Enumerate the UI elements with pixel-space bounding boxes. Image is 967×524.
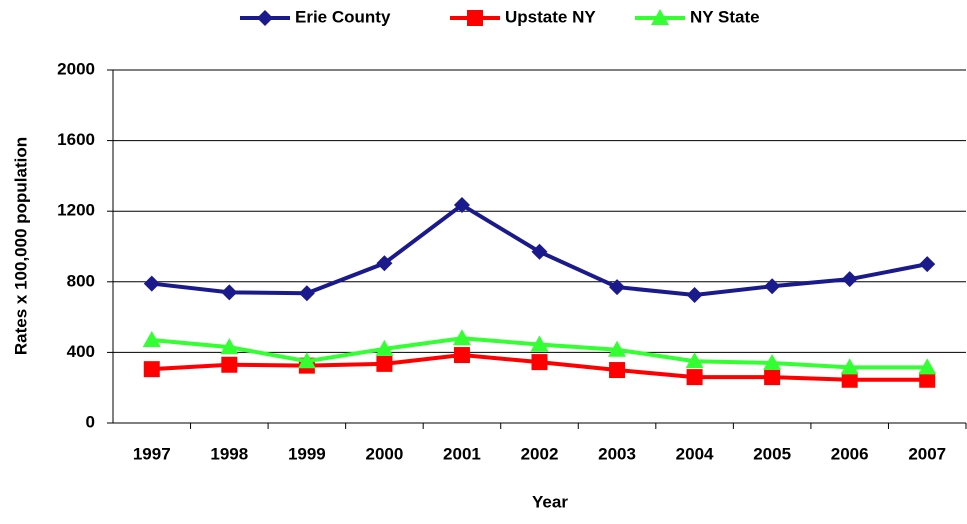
marker <box>531 243 548 260</box>
marker <box>257 10 273 26</box>
marker <box>220 338 239 355</box>
x-tick-label: 2000 <box>365 444 403 463</box>
x-tick-label: 2006 <box>831 444 869 463</box>
marker <box>686 369 703 386</box>
legend-label: NY State <box>690 7 760 26</box>
x-tick-label: 2003 <box>598 444 636 463</box>
marker <box>919 256 936 273</box>
x-tick-label: 1998 <box>210 444 248 463</box>
x-tick-label: 2001 <box>443 444 481 463</box>
marker <box>531 354 548 371</box>
marker <box>453 197 470 214</box>
marker <box>764 278 781 295</box>
marker <box>608 340 627 357</box>
marker <box>376 255 393 272</box>
marker <box>221 356 238 373</box>
y-tick-label: 1200 <box>57 201 95 220</box>
x-tick-label: 1997 <box>133 444 171 463</box>
x-axis-title: Year <box>532 492 568 511</box>
legend-label: Upstate NY <box>505 7 596 26</box>
marker <box>297 352 316 369</box>
marker <box>918 358 937 375</box>
marker <box>375 339 394 356</box>
y-tick-label: 2000 <box>57 59 95 78</box>
y-tick-label: 0 <box>86 412 95 431</box>
marker <box>840 358 859 375</box>
marker <box>376 355 393 372</box>
marker <box>221 284 238 301</box>
x-tick-label: 1999 <box>288 444 326 463</box>
y-axis-title: Rates x 100,000 population <box>11 137 30 355</box>
x-tick-label: 2004 <box>676 444 714 463</box>
marker <box>609 362 626 379</box>
marker <box>841 271 858 288</box>
marker <box>841 371 858 388</box>
marker <box>452 329 471 346</box>
marker <box>764 369 781 386</box>
marker <box>143 361 160 378</box>
y-tick-label: 400 <box>67 342 95 361</box>
marker <box>609 279 626 296</box>
y-tick-label: 800 <box>67 271 95 290</box>
marker <box>453 347 470 364</box>
marker <box>467 10 483 26</box>
marker <box>919 371 936 388</box>
x-tick-label: 2002 <box>521 444 559 463</box>
marker <box>685 352 704 369</box>
legend-label: Erie County <box>295 7 391 26</box>
marker <box>298 285 315 302</box>
marker <box>143 275 160 292</box>
marker <box>651 9 669 25</box>
x-tick-label: 2005 <box>753 444 791 463</box>
y-tick-label: 1600 <box>57 130 95 149</box>
marker <box>686 287 703 304</box>
marker <box>142 331 161 348</box>
marker <box>763 353 782 370</box>
marker <box>530 335 549 352</box>
x-tick-label: 2007 <box>908 444 946 463</box>
